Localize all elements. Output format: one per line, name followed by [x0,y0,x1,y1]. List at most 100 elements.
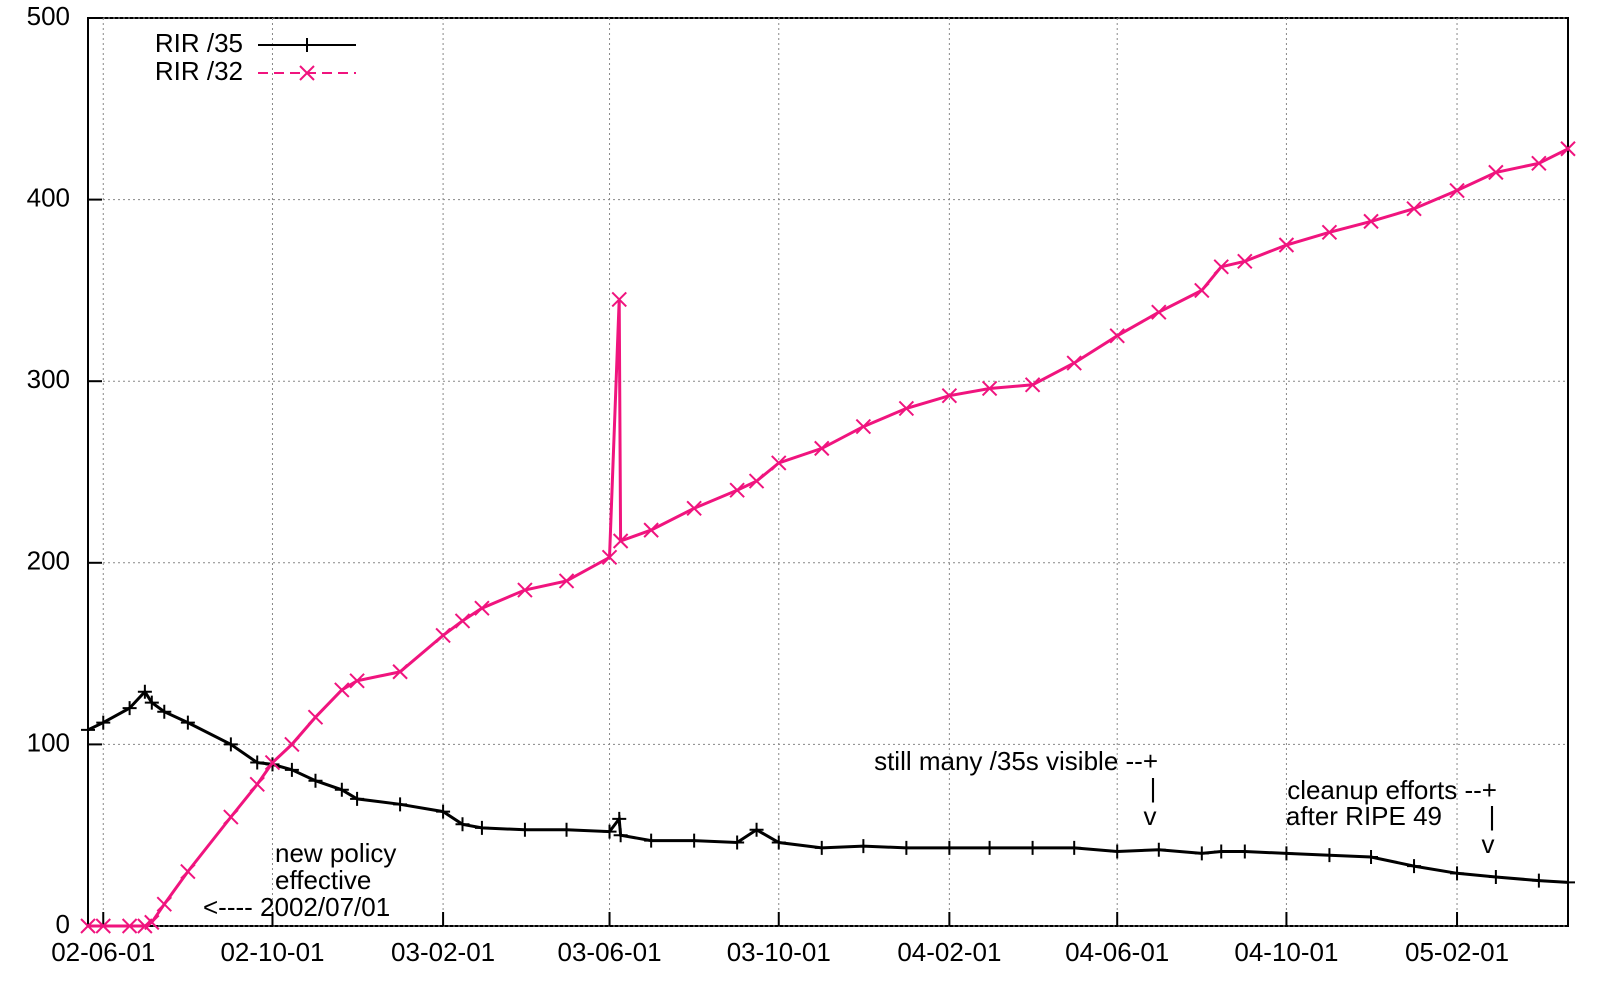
point-marker [1449,182,1465,199]
point-marker [1151,304,1167,320]
x-tick-label: 04-06-01 [1065,937,1169,967]
point-marker [1363,213,1379,230]
point-marker [393,797,408,812]
point-marker [856,839,871,854]
point-marker [307,709,324,725]
legend-label: RIR /35 [155,28,243,58]
point-marker [1213,259,1229,275]
point-marker [941,388,958,404]
legend-marker [299,65,315,81]
y-tick-label: 500 [27,1,70,31]
point-marker [1364,849,1379,864]
annotation: | [1150,773,1157,803]
point-marker [264,754,281,771]
point-marker [144,695,159,710]
point-marker [981,380,998,397]
annotation: effective [275,865,371,895]
point-marker [284,736,300,753]
point-marker [982,840,997,855]
point-marker [474,600,490,616]
point-marker [454,613,471,629]
point-marker [814,840,829,855]
point-marker [729,482,745,498]
point-marker [749,822,764,837]
x-tick-label: 03-06-01 [557,937,661,967]
point-marker [95,918,111,934]
point-marker [223,737,238,752]
point-marker [96,715,111,730]
x-tick-label: 03-10-01 [727,937,831,967]
point-marker [1531,873,1546,888]
point-marker [1488,869,1503,884]
point-marker [284,762,299,777]
point-marker [122,701,137,716]
point-marker [81,722,95,737]
point-marker [771,455,787,471]
point-marker [644,833,659,848]
annotation: <---- 2002/07/01 [203,892,390,922]
point-marker [612,811,627,826]
point-marker [771,835,786,850]
y-tick-label: 400 [27,182,70,212]
annotation: v [1482,829,1495,859]
point-marker [223,809,239,825]
point-marker [517,582,533,598]
point-marker [250,755,265,770]
point-marker [1214,844,1229,859]
point-marker [180,715,195,730]
point-marker [898,400,915,417]
point-marker [517,822,532,837]
point-marker [249,776,265,793]
point-marker [1194,846,1209,861]
point-marker [157,704,172,719]
annotation: new policy [275,838,396,868]
x-tick-label: 04-10-01 [1234,937,1338,967]
point-marker [1531,155,1547,171]
annotation: still many /35s visible --+ [874,746,1158,776]
point-marker [1109,328,1125,344]
point-marker [748,473,765,489]
point-marker [1561,875,1575,890]
point-marker [1278,237,1295,253]
point-marker [899,840,914,855]
x-tick-label: 02-06-01 [51,937,155,967]
point-marker [1450,866,1465,881]
x-tick-label: 05-02-01 [1405,937,1509,967]
point-marker [474,820,489,835]
point-marker [436,804,451,819]
point-marker [611,291,627,308]
point-marker [814,440,830,457]
point-marker [455,817,470,832]
point-marker [137,684,152,699]
annotation: | [1489,801,1496,831]
point-marker [1406,200,1422,217]
point-marker [1560,141,1576,157]
legend-marker [300,38,314,52]
legend-label: RIR /32 [155,56,243,86]
x-tick-label: 04-02-01 [897,937,1001,967]
point-marker [144,914,160,931]
annotation: v [1144,801,1157,831]
point-marker [601,549,618,566]
x-tick-label: 02-10-01 [220,937,324,967]
point-marker [1321,224,1338,240]
point-marker [1024,377,1041,393]
point-marker [350,791,365,806]
point-marker [558,573,575,589]
point-marker [1194,282,1210,299]
point-marker [308,773,323,788]
point-marker [730,835,745,850]
point-marker [1025,840,1040,855]
point-marker [1237,253,1253,270]
point-marker [334,682,350,698]
y-tick-label: 100 [27,727,70,757]
point-marker [942,840,957,855]
annotation: cleanup efforts --+ [1287,775,1497,805]
point-marker [1407,859,1422,874]
annotation: after RIPE 49 [1286,801,1442,831]
point-marker [1110,844,1125,859]
x-tick-label: 03-02-01 [391,937,495,967]
point-marker [1237,844,1252,859]
